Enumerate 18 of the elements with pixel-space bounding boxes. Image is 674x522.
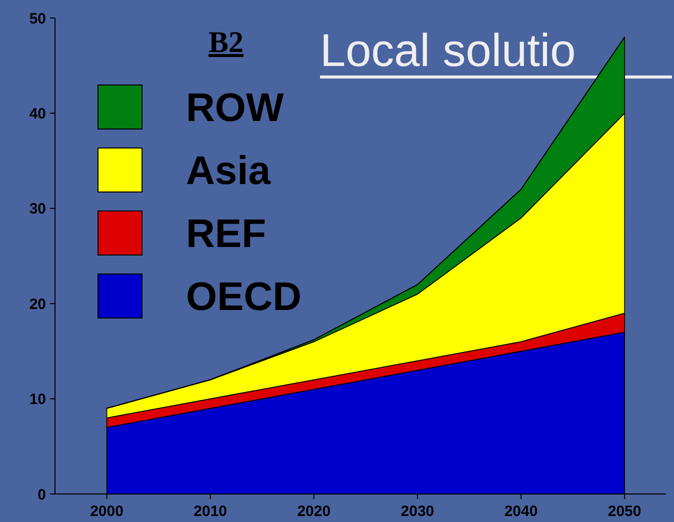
x-tick-label: 2000: [90, 503, 124, 520]
chart-title: B2: [208, 26, 244, 59]
legend-label: REF: [186, 212, 266, 256]
x-tick-label: 2040: [504, 503, 538, 520]
legend-label: OECD: [186, 275, 302, 319]
y-tick-label: 50: [29, 10, 46, 28]
x-tick-label: 2010: [194, 503, 228, 520]
y-tick-label: 0: [38, 486, 46, 504]
x-tick-label: 2020: [297, 503, 331, 520]
x-tick-label: 2030: [400, 503, 434, 520]
y-tick-label: 20: [29, 296, 46, 313]
y-tick-label: 40: [29, 105, 46, 122]
x-tick-label: 2050: [608, 503, 642, 520]
y-tick-label: 10: [29, 391, 46, 408]
legend-label: Asia: [186, 149, 272, 193]
annotation: Local solutio: [320, 24, 576, 76]
y-tick-label: 30: [29, 200, 46, 218]
legend-label: ROW: [186, 86, 284, 130]
